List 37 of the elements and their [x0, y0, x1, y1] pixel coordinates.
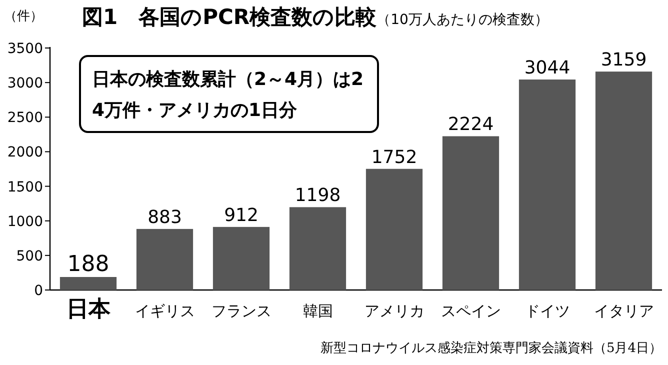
bar: [442, 136, 500, 290]
x-tick-label: イギリス: [134, 302, 195, 320]
bar: [212, 226, 270, 290]
y-tick-label: 1500: [7, 179, 43, 196]
y-tick-label: 500: [16, 248, 43, 264]
data-label: 883: [148, 206, 182, 228]
chart-title: 図1 各国のPCR検査数の比較: [82, 5, 378, 29]
x-tick-label: 日本: [66, 297, 112, 322]
data-label: 3159: [600, 50, 647, 71]
data-label: 1198: [294, 185, 341, 206]
x-tick-label: アメリカ: [364, 302, 424, 320]
y-tick-label: 2000: [7, 144, 43, 161]
y-axis-title: （件）: [4, 9, 43, 24]
bar: [366, 168, 423, 290]
bar: [289, 207, 346, 290]
data-label: 2224: [448, 114, 494, 136]
chart-subtitle: （10万人あたりの検査数）: [376, 12, 548, 28]
data-label: 188: [67, 252, 110, 277]
bar: [136, 228, 194, 290]
data-label: 3044: [524, 58, 570, 79]
x-tick-label: ドイツ: [524, 302, 570, 320]
bar: [60, 277, 117, 290]
y-tick-label: 1000: [7, 214, 43, 230]
text: 新型コロナウイルス感染症対策専門家会議資料（5月4日）: [320, 340, 662, 356]
y-tick-label: 3000: [7, 76, 43, 92]
data-label: 912: [224, 204, 258, 226]
y-tick-label: 3500: [7, 41, 43, 57]
y-tick-label: 2500: [7, 110, 43, 126]
y-tick-label: 0: [34, 283, 43, 299]
x-tick-label: スペイン: [440, 302, 501, 320]
bar: [518, 80, 576, 290]
x-tick-label: 韓国: [302, 302, 333, 320]
bar: [595, 72, 652, 290]
x-tick-label: イタリア: [594, 302, 654, 320]
x-tick-label: フランス: [211, 302, 272, 320]
annotation: 日本の検査数累計（2～4月）は24万件・アメリカの1日分: [92, 69, 364, 121]
data-label: 1752: [371, 146, 418, 168]
